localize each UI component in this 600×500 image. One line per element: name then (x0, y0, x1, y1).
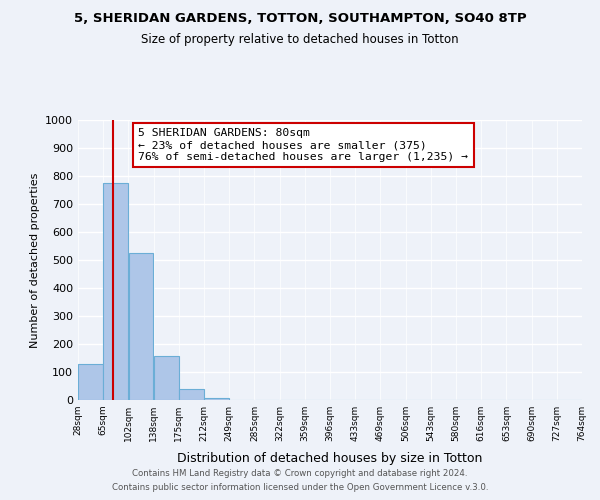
Y-axis label: Number of detached properties: Number of detached properties (29, 172, 40, 348)
Text: 5, SHERIDAN GARDENS, TOTTON, SOUTHAMPTON, SO40 8TP: 5, SHERIDAN GARDENS, TOTTON, SOUTHAMPTON… (74, 12, 526, 26)
Text: Contains public sector information licensed under the Open Government Licence v.: Contains public sector information licen… (112, 484, 488, 492)
Bar (78, 364, 103, 400)
Bar (179, 390, 204, 400)
Bar (154, 356, 179, 400)
Text: 5 SHERIDAN GARDENS: 80sqm
← 23% of detached houses are smaller (375)
76% of semi: 5 SHERIDAN GARDENS: 80sqm ← 23% of detac… (139, 128, 469, 162)
X-axis label: Distribution of detached houses by size in Totton: Distribution of detached houses by size … (178, 452, 482, 466)
Text: Size of property relative to detached houses in Totton: Size of property relative to detached ho… (141, 32, 459, 46)
Bar (204, 398, 229, 400)
Text: Contains HM Land Registry data © Crown copyright and database right 2024.: Contains HM Land Registry data © Crown c… (132, 468, 468, 477)
Bar (103, 183, 128, 400)
Bar (128, 253, 154, 400)
